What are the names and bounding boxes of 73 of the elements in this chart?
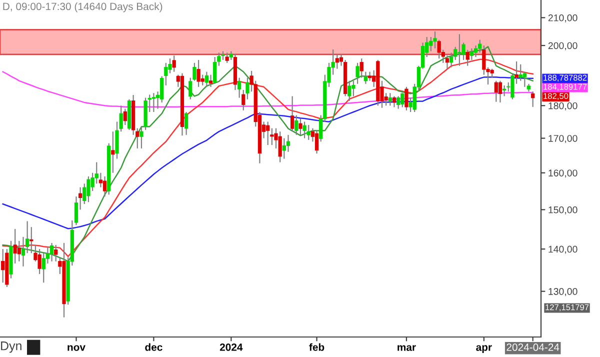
candlestick — [152, 92, 156, 113]
y-tick-label: 150,00 — [548, 206, 578, 214]
candlestick — [404, 86, 408, 111]
candlestick — [172, 55, 176, 72]
candlestick — [478, 39, 482, 54]
candlestick — [314, 129, 319, 154]
candlestick — [290, 96, 294, 132]
candlestick — [466, 49, 470, 66]
candlestick — [392, 96, 396, 108]
candlestick — [470, 48, 474, 61]
candlestick — [225, 52, 229, 64]
y-tick-label: 200,00 — [548, 42, 578, 50]
candlestick — [21, 236, 26, 267]
candlestick — [266, 121, 270, 146]
candlestick — [298, 118, 302, 136]
candlestick — [449, 52, 454, 68]
candlestick — [437, 39, 441, 60]
candlestick — [445, 55, 450, 70]
x-tick-label: apr — [476, 345, 492, 353]
y-tick-label: 210,00 — [548, 14, 578, 22]
text: 182,50 — [544, 93, 568, 100]
candlestick — [282, 138, 286, 160]
candlestick — [111, 131, 115, 174]
x-tick-label: feb — [309, 343, 324, 351]
candlestick — [352, 80, 356, 97]
candlestick — [356, 62, 360, 84]
data-label: 188,787882 — [544, 74, 587, 82]
candlestick — [123, 108, 127, 126]
candlestick — [50, 242, 54, 262]
candlestick — [213, 56, 217, 84]
candlestick — [204, 71, 209, 88]
text: Dyn — [1, 342, 22, 353]
y-tick-label: 170,00 — [548, 134, 578, 144]
candlestick — [360, 58, 364, 78]
candlestick — [196, 59, 200, 88]
candlestick — [522, 71, 527, 88]
y-tick-label: 180,00 — [548, 102, 578, 110]
x-tick-label: mar — [398, 345, 416, 351]
data-label: 184,189177 — [544, 84, 587, 91]
candlestick — [306, 124, 310, 140]
candlestick — [30, 226, 34, 254]
candlestick — [458, 34, 462, 66]
candlestick — [364, 71, 368, 84]
x-tick-label: 2024-04-24 — [506, 344, 560, 351]
candlestick — [302, 121, 306, 139]
candlestick — [1, 248, 5, 284]
text: 127,151797 — [546, 304, 589, 312]
candlestick — [498, 80, 502, 104]
candlestick — [531, 90, 535, 108]
x-tick-label: 2024 — [220, 344, 243, 351]
candlestick — [400, 92, 404, 108]
candlestick — [208, 74, 213, 88]
candlestick — [278, 131, 282, 163]
candlestick — [74, 196, 78, 226]
candlestick — [102, 176, 107, 198]
candlestick — [396, 96, 400, 110]
x-tick-label: dec — [145, 343, 162, 351]
candlestick — [494, 80, 498, 102]
y-tick-label: 140,00 — [548, 246, 578, 254]
candlestick — [286, 134, 290, 152]
candlestick — [164, 62, 168, 86]
candlestick — [94, 162, 98, 184]
candlestick — [474, 44, 478, 58]
candlestick — [335, 54, 339, 70]
chart-title: D, 09:00-17:30 (14640 Days Back) — [3, 2, 162, 12]
candlestick — [388, 92, 392, 106]
y-tick-label: 130,00 — [548, 288, 578, 296]
candlestick — [86, 176, 90, 203]
candlestick — [13, 228, 17, 264]
candlestick — [502, 84, 506, 97]
y-tick-label: 160,00 — [548, 170, 578, 178]
candlestick — [368, 71, 372, 82]
x-tick-label: nov — [68, 345, 86, 351]
